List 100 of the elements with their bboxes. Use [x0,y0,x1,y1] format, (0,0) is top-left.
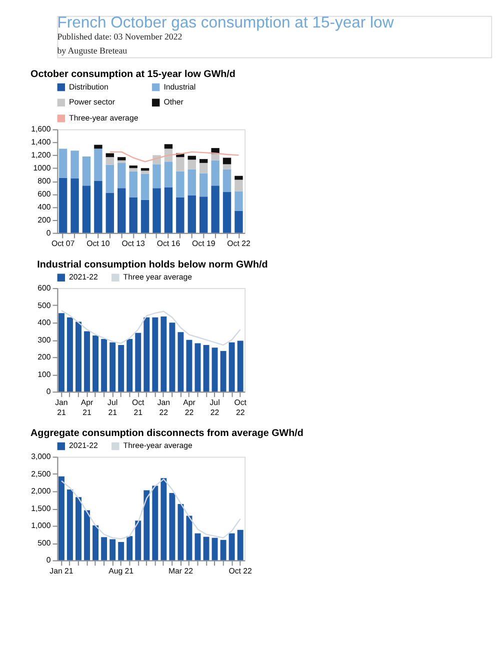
bar [76,497,82,560]
x-tick-label: Oct 13 [122,239,146,248]
bar [234,180,243,192]
y-tick-label: 400 [38,202,52,212]
bar [126,338,133,392]
x-tick-label: Jan 21 [55,398,68,417]
bar [118,345,124,392]
bar [58,476,64,560]
bar [164,144,173,149]
bar [101,537,108,560]
y-tick-label: 1,400 [31,138,52,147]
bar [58,313,64,392]
bar [70,150,79,178]
y-tick-label: 1,500 [31,504,52,513]
bar [169,322,176,392]
bar [106,164,114,193]
bar [234,191,243,211]
bar [92,525,99,560]
line-series [60,478,241,540]
bar [152,164,161,188]
bar [160,316,167,392]
bar [234,176,243,180]
bar [228,342,235,392]
bar [110,342,116,392]
y-tick-label: 200 [38,352,52,362]
bar [220,540,226,560]
bar [135,520,142,560]
bar [110,539,116,560]
bar [118,160,126,163]
bar [135,332,142,392]
bar [140,170,150,174]
bar [188,160,196,170]
x-tick-label: Oct 19 [192,239,216,248]
bar [118,188,126,233]
y-tick-label: 500 [38,300,52,310]
bar [200,159,208,163]
bar [152,486,158,560]
bar [67,490,73,560]
bar [94,181,102,233]
bar [203,345,210,392]
y-tick-label: 2,000 [31,486,52,496]
legend-label: Power sector [69,98,116,107]
y-tick-label: 100 [38,370,52,379]
bar [140,174,150,200]
bar [101,338,108,392]
bar [169,492,176,560]
x-tick-label: Jan 21 [50,566,74,576]
x-tick-label: Mar 22 [168,566,193,576]
bar [222,164,232,170]
legend-label: Other [164,98,184,107]
bar [186,340,192,392]
bar [70,178,79,233]
y-tick-label: 0 [46,556,52,565]
bar [176,197,184,233]
x-tick-label: Oct 07 [51,239,75,248]
x-tick-label: Aug 21 [108,566,134,576]
bar [212,538,218,560]
y-tick-label: 2,500 [31,469,52,478]
bar [106,153,114,158]
bar [67,317,73,392]
bar [129,197,138,233]
bar [129,168,138,172]
bar [178,332,184,392]
bar [140,200,150,233]
text: Published date: 03 November 2022 [57,32,182,42]
bar [211,186,220,233]
bar [237,340,244,392]
y-tick-label: 800 [38,176,52,186]
x-tick-label: Jul 21 [108,398,118,417]
line-series [109,151,240,162]
bar [211,160,220,186]
bar [118,157,126,160]
y-tick-label: 0 [46,387,52,396]
y-tick-label: 1,200 [31,150,52,160]
bar [144,317,150,392]
legend-label: Industrial [164,82,196,92]
bar [188,195,196,233]
bar [194,533,201,560]
bar [82,186,91,233]
y-tick-label: 300 [38,335,52,344]
y-tick-label: 0 [46,228,52,238]
bar [106,192,114,233]
text: French October gas consumption at 15-year low [57,14,394,32]
x-tick-label: Oct 10 [86,239,110,248]
bar [58,178,68,233]
text: by Auguste Breteau [57,45,128,56]
y-tick-label: 1000 [33,164,52,173]
bar [200,196,208,233]
bar [237,530,244,560]
bar [164,162,173,188]
x-tick-label: Jan 22 [157,398,170,417]
bar [211,154,220,160]
y-tick-label: 1,000 [31,521,52,530]
chart-title: Aggregate consumption disconnects from average GWh/d [30,428,304,439]
x-tick-label: Jul 22 [210,398,220,417]
legend-label: Three year average [123,272,193,282]
bar [228,533,235,560]
bar [84,510,90,560]
bar [186,516,192,560]
bar [82,156,91,186]
